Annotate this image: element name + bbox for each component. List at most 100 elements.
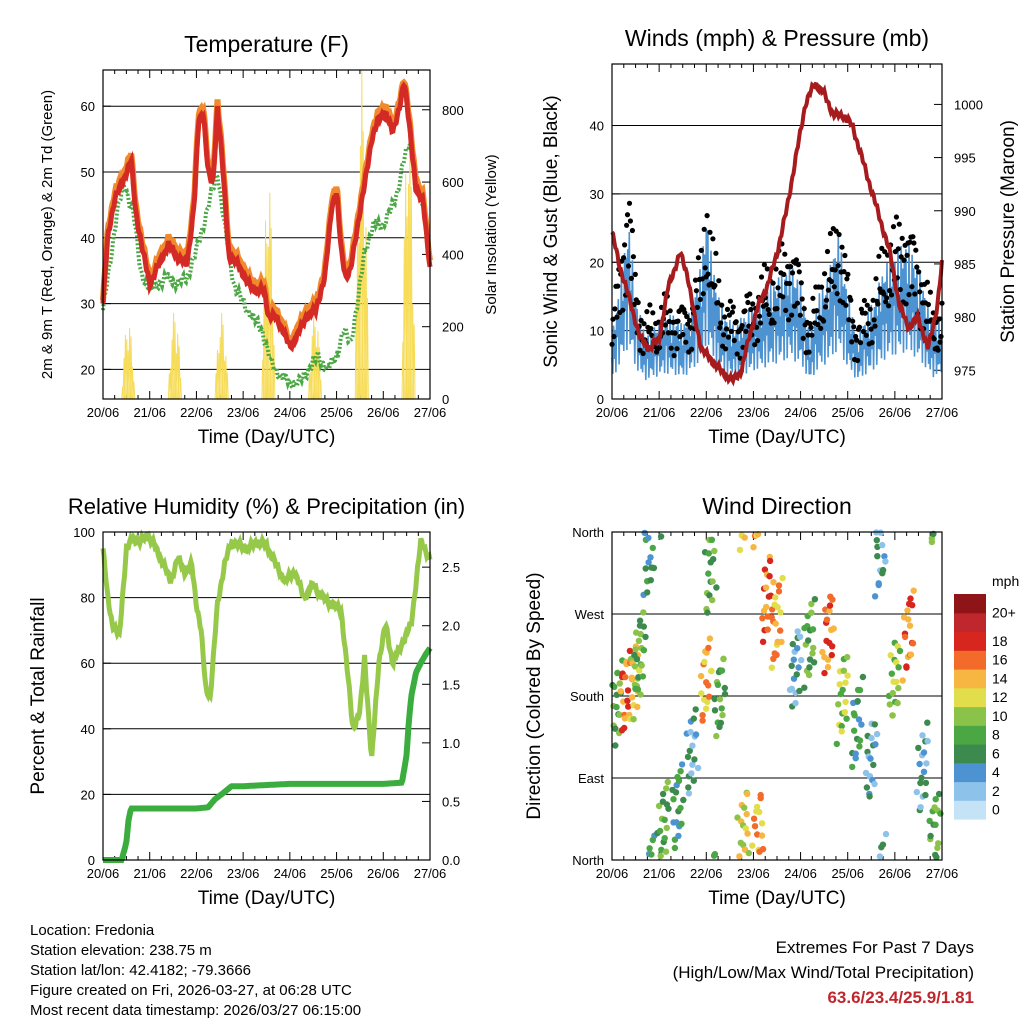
- wind-direction-point: [705, 570, 712, 577]
- wind-direction-point: [844, 672, 851, 679]
- wind-direction-point: [819, 648, 826, 656]
- colorbar-title: mph: [992, 573, 1019, 589]
- gust-point: [845, 271, 851, 277]
- gust-point: [906, 292, 912, 298]
- wind-direction-point: [687, 728, 694, 736]
- wind-direction-point: [775, 588, 783, 595]
- gust-point: [657, 344, 663, 351]
- wind-direction-point: [766, 573, 773, 580]
- wind-direction-point: [907, 595, 914, 602]
- gust-point: [861, 297, 868, 304]
- gust-point: [765, 307, 771, 313]
- humidity-y-tick-label: 100: [73, 525, 95, 540]
- winds-xlabel: Time (Day/UTC): [708, 427, 846, 448]
- gust-point: [675, 318, 681, 324]
- gust-point: [667, 308, 673, 314]
- winds-x-tick-label: 24/06: [784, 405, 817, 420]
- wind-direction-point: [792, 699, 799, 707]
- wind-direction-point: [893, 678, 900, 686]
- wind-direction-point: [745, 849, 752, 857]
- wind-direction-point: [636, 617, 644, 624]
- wind-direction-point: [759, 845, 767, 853]
- gust-point: [834, 291, 840, 297]
- gust-point: [742, 308, 748, 314]
- wind-direction-point: [937, 810, 944, 817]
- wind-direction-point: [719, 711, 726, 719]
- humidity-x-tick-label: 22/06: [180, 866, 213, 881]
- wind-direction-point: [711, 695, 718, 703]
- gust-point: [715, 300, 721, 306]
- gust-point: [627, 218, 634, 224]
- wind-direction-point: [852, 750, 859, 757]
- wind-direction-point: [851, 727, 858, 734]
- gust-point: [793, 257, 800, 263]
- colorbar-label: 4: [992, 764, 1000, 780]
- wind-direction-point: [877, 529, 884, 536]
- colorbar-swatch: [954, 800, 986, 820]
- winds-x-tick-label: 23/06: [737, 405, 770, 420]
- gust-point: [728, 328, 735, 334]
- gust-point: [822, 271, 828, 277]
- station-info: Location: Fredonia Station elevation: 23…: [30, 921, 361, 1021]
- gust-point: [897, 286, 903, 293]
- gust-point: [808, 324, 814, 331]
- wind-direction-point: [932, 821, 939, 828]
- colorbar-swatch: [954, 669, 986, 689]
- direction-x-tick-label: 25/06: [831, 866, 864, 881]
- wind-direction-point: [863, 784, 871, 791]
- gust-point: [794, 300, 801, 306]
- wind-direction-point: [777, 627, 784, 634]
- extremes-info: Extremes For Past 7 Days (High/Low/Max W…: [673, 935, 974, 1011]
- gust-point: [624, 212, 631, 218]
- wind-direction-point: [905, 616, 912, 623]
- solar-insolation-spike: [132, 381, 136, 400]
- gust-point: [888, 292, 895, 298]
- gust-point: [876, 253, 882, 259]
- solar-insolation-spike: [177, 346, 181, 400]
- gust-point: [875, 301, 881, 307]
- gust-point: [870, 297, 876, 303]
- wind-direction-point: [661, 816, 668, 823]
- gust-point: [796, 269, 802, 275]
- gust-point: [843, 302, 849, 308]
- wind-direction-point: [684, 753, 692, 761]
- gust-point: [846, 317, 852, 323]
- gust-point: [789, 270, 796, 276]
- wind-direction-point: [927, 832, 934, 840]
- wind-direction-point: [622, 673, 629, 681]
- wind-direction-point: [793, 671, 800, 678]
- temperature-y-tick-label: 20: [81, 362, 95, 377]
- gust-point: [707, 229, 713, 235]
- humidity-y-tick-label: 80: [81, 591, 95, 606]
- temperature-x-tick-label: 27/06: [414, 405, 447, 420]
- gust-point: [884, 295, 890, 301]
- gust-point: [780, 294, 786, 300]
- gust-point: [775, 285, 781, 291]
- gust-point: [629, 227, 636, 234]
- gust-point: [806, 349, 812, 355]
- wind-direction-point: [821, 669, 828, 677]
- gust-point: [936, 316, 942, 322]
- gust-point: [828, 278, 835, 285]
- gust-point: [810, 295, 816, 301]
- wind-direction-point: [833, 740, 840, 748]
- humidity-xlabel: Time (Day/UTC): [198, 888, 336, 909]
- humidity-y2-tick-label: 1.0: [442, 736, 460, 751]
- wind-direction-point: [764, 626, 771, 633]
- wind-direction-point: [688, 770, 695, 777]
- wind-direction-point: [616, 680, 623, 687]
- gust-point: [739, 323, 745, 329]
- wind-direction-point: [768, 664, 775, 671]
- wind-direction-point: [874, 543, 881, 551]
- temperature-x-tick-label: 20/06: [87, 405, 120, 420]
- direction-x-tick-label: 27/06: [926, 866, 959, 881]
- gust-point: [748, 306, 754, 313]
- solar-insolation-spike: [317, 347, 321, 400]
- wind-direction-point: [826, 602, 834, 609]
- wind-direction-point: [741, 804, 748, 811]
- wind-direction-point: [705, 693, 713, 700]
- wind-direction-point: [616, 711, 623, 718]
- wind-direction-point: [881, 553, 888, 560]
- gust-point: [628, 275, 635, 281]
- wind-direction-point: [766, 557, 774, 565]
